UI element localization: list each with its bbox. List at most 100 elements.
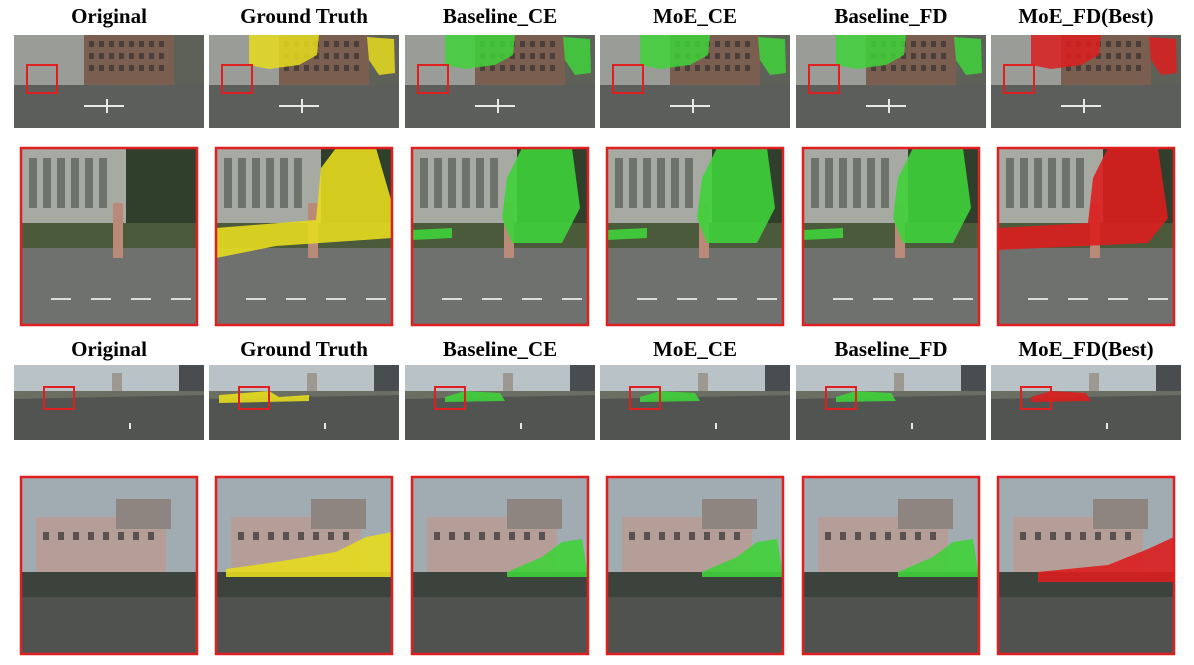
window (103, 532, 109, 540)
tower (894, 373, 904, 397)
horizon (14, 391, 204, 399)
tower (307, 373, 317, 397)
building (702, 499, 757, 529)
overlay (445, 391, 505, 402)
zoom-box (221, 64, 253, 94)
image-panel (796, 35, 986, 128)
window (520, 41, 525, 47)
lane (677, 298, 697, 300)
overlay (702, 539, 783, 577)
window (354, 53, 359, 59)
window (839, 158, 847, 208)
window (344, 65, 349, 71)
window (343, 532, 349, 540)
window (921, 41, 926, 47)
window (344, 41, 349, 47)
window (139, 65, 144, 71)
overlay (954, 37, 982, 75)
window (1116, 41, 1121, 47)
window (715, 53, 720, 59)
window (871, 65, 876, 71)
window (43, 532, 49, 540)
lane (326, 298, 346, 300)
window (735, 53, 740, 59)
overlay (640, 391, 700, 402)
window (99, 41, 104, 47)
lane (522, 298, 542, 300)
overlay (898, 539, 979, 577)
hedge (21, 223, 197, 248)
lane (911, 423, 913, 429)
zoom-box (1020, 386, 1052, 410)
building (116, 499, 171, 529)
window (1034, 158, 1042, 208)
column-header: Baseline_CE (443, 4, 557, 28)
window (671, 158, 679, 208)
column-header: Baseline_CE (443, 337, 557, 361)
overlay (563, 37, 591, 75)
window (921, 65, 926, 71)
road (607, 597, 783, 654)
window (490, 158, 498, 208)
window (1065, 532, 1071, 540)
zoom-border (214, 475, 394, 656)
window (931, 41, 936, 47)
tower (1089, 373, 1099, 397)
window (520, 65, 525, 71)
image-panel (600, 35, 790, 128)
road (991, 395, 1181, 440)
image-panel (998, 148, 1174, 325)
window (840, 532, 846, 540)
lane (913, 298, 933, 300)
window (434, 158, 442, 208)
overlay (1149, 37, 1177, 75)
lane (692, 99, 694, 113)
zoom-box (26, 64, 58, 94)
building (1093, 499, 1148, 529)
window (109, 41, 114, 47)
window (1125, 532, 1131, 540)
zoom-box (612, 64, 644, 94)
column-header: MoE_FD(Best) (1018, 337, 1153, 361)
image-panel (216, 477, 392, 654)
overlay (1038, 537, 1174, 582)
window (530, 41, 535, 47)
overlay (803, 148, 971, 243)
window (735, 41, 740, 47)
window (464, 532, 470, 540)
lane (366, 298, 386, 300)
window (540, 41, 545, 47)
zoom-box (1003, 64, 1035, 94)
window (139, 53, 144, 59)
lane (1028, 298, 1048, 300)
zoom-box (43, 386, 75, 410)
window (334, 53, 339, 59)
window (1096, 65, 1101, 71)
window (224, 158, 232, 208)
window (1020, 532, 1026, 540)
window (334, 65, 339, 71)
image-panel (991, 35, 1181, 128)
window (294, 158, 302, 208)
window (550, 65, 555, 71)
overlay (445, 35, 515, 69)
window (252, 158, 260, 208)
window (238, 158, 246, 208)
overlay (836, 35, 906, 69)
zoom-border (214, 146, 394, 327)
image-panel (998, 477, 1174, 654)
zoom-border (996, 475, 1176, 656)
column-header: MoE_CE (653, 4, 737, 28)
window (891, 65, 896, 71)
zoom-box (434, 386, 466, 410)
window (900, 532, 906, 540)
road (21, 597, 197, 654)
road (216, 248, 392, 325)
lane (562, 298, 582, 300)
window (1006, 158, 1014, 208)
lane (131, 298, 151, 300)
tower (503, 373, 513, 397)
window (539, 532, 545, 540)
overlay (758, 37, 786, 75)
